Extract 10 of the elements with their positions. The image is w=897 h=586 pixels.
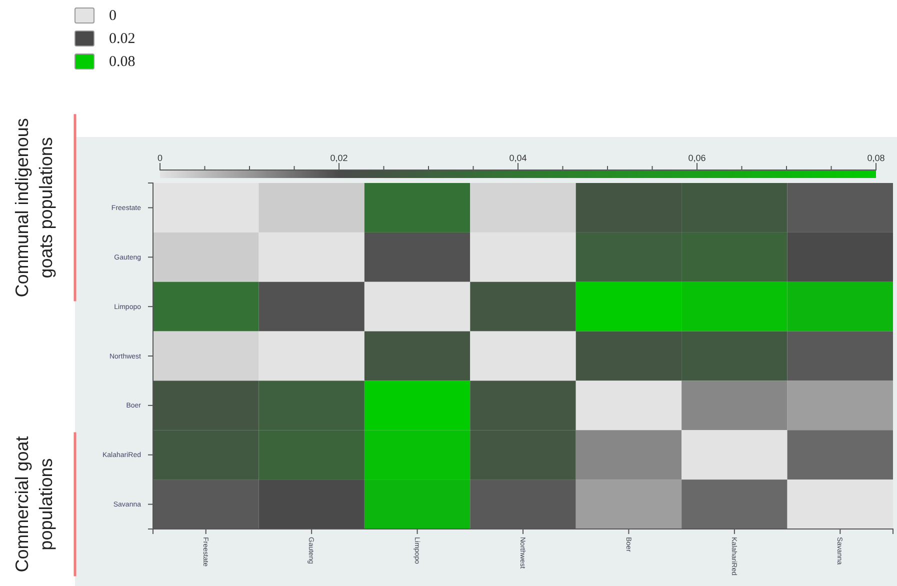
color-bar-label: 0,04 xyxy=(509,153,527,163)
y2-tick-label: Communal indigenous goats populations xyxy=(12,118,56,298)
y2-tick-label: Commercial goat populations xyxy=(12,436,56,572)
text: 0.08 xyxy=(109,54,136,70)
color-bar-label: 0,06 xyxy=(688,153,706,163)
color-bar-label: 0,08 xyxy=(867,153,885,163)
color-bar-label: 0 xyxy=(157,153,163,163)
text: 0 xyxy=(109,8,116,24)
color-bar-label: 0,02 xyxy=(330,153,348,163)
text: 0.02 xyxy=(109,31,136,47)
